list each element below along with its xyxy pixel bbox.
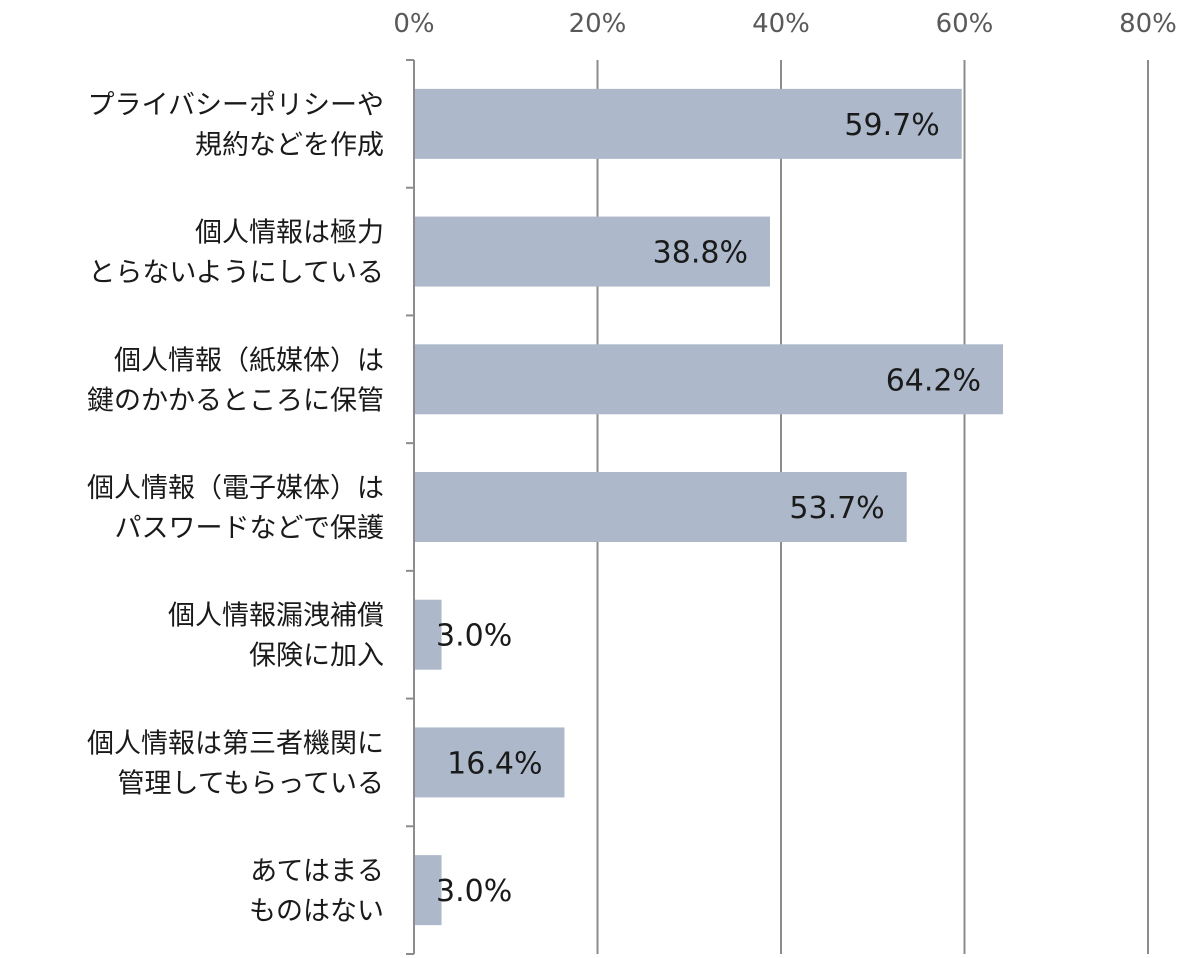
tick-label: 20% xyxy=(569,9,627,39)
category-label: 管理してもらっている xyxy=(118,768,385,799)
bar xyxy=(415,727,565,798)
tick-label: 40% xyxy=(752,9,810,39)
bar xyxy=(415,472,907,542)
category-label: 個人情報（紙媒体）は xyxy=(114,345,384,376)
category-label: 保険に加入 xyxy=(249,641,384,672)
tick-label: 80% xyxy=(1119,9,1177,39)
bar xyxy=(415,599,442,670)
category-label: 個人情報（電子媒体）は xyxy=(87,473,384,504)
bar xyxy=(415,855,442,926)
category-label: プライバシーポリシーや xyxy=(88,90,384,121)
category-label: 個人情報は第三者機関に xyxy=(87,728,384,759)
category-label: 個人情報漏洩補償 xyxy=(168,601,384,632)
tick-label: 60% xyxy=(936,9,994,39)
data-label: 64.2% xyxy=(886,363,981,398)
bar xyxy=(415,344,1004,415)
bar xyxy=(415,216,770,287)
category-label: パスワードなどで保護 xyxy=(115,513,384,544)
data-label: 59.7% xyxy=(844,108,939,143)
category-label: とらないようにしている xyxy=(88,258,384,289)
tick-label: 0% xyxy=(393,9,434,39)
value-axis-ticks: 0% 20% 40% 60% 80% xyxy=(393,9,1177,39)
data-label: 53.7% xyxy=(789,491,884,526)
data-label: 16.4% xyxy=(447,746,542,781)
category-label: 鍵のかかるところに保管 xyxy=(87,385,384,416)
bar xyxy=(415,88,962,159)
category-label: あてはまる xyxy=(250,856,384,887)
data-labels: 59.7% 38.8% 64.2% 53.7% 3.0% 16.4% 3.0% xyxy=(436,108,981,909)
category-axis xyxy=(406,59,415,955)
data-label: 3.0% xyxy=(436,619,512,654)
bars xyxy=(415,88,1004,926)
category-labels: プライバシーポリシーや規約などを作成個人情報は極力とらないようにしている個人情報… xyxy=(87,90,384,927)
category-label: ものはない xyxy=(249,896,384,927)
category-label: 個人情報は極力 xyxy=(195,218,384,249)
category-label: 規約などを作成 xyxy=(195,130,384,161)
data-label: 38.8% xyxy=(653,236,748,271)
data-label: 3.0% xyxy=(436,874,512,909)
